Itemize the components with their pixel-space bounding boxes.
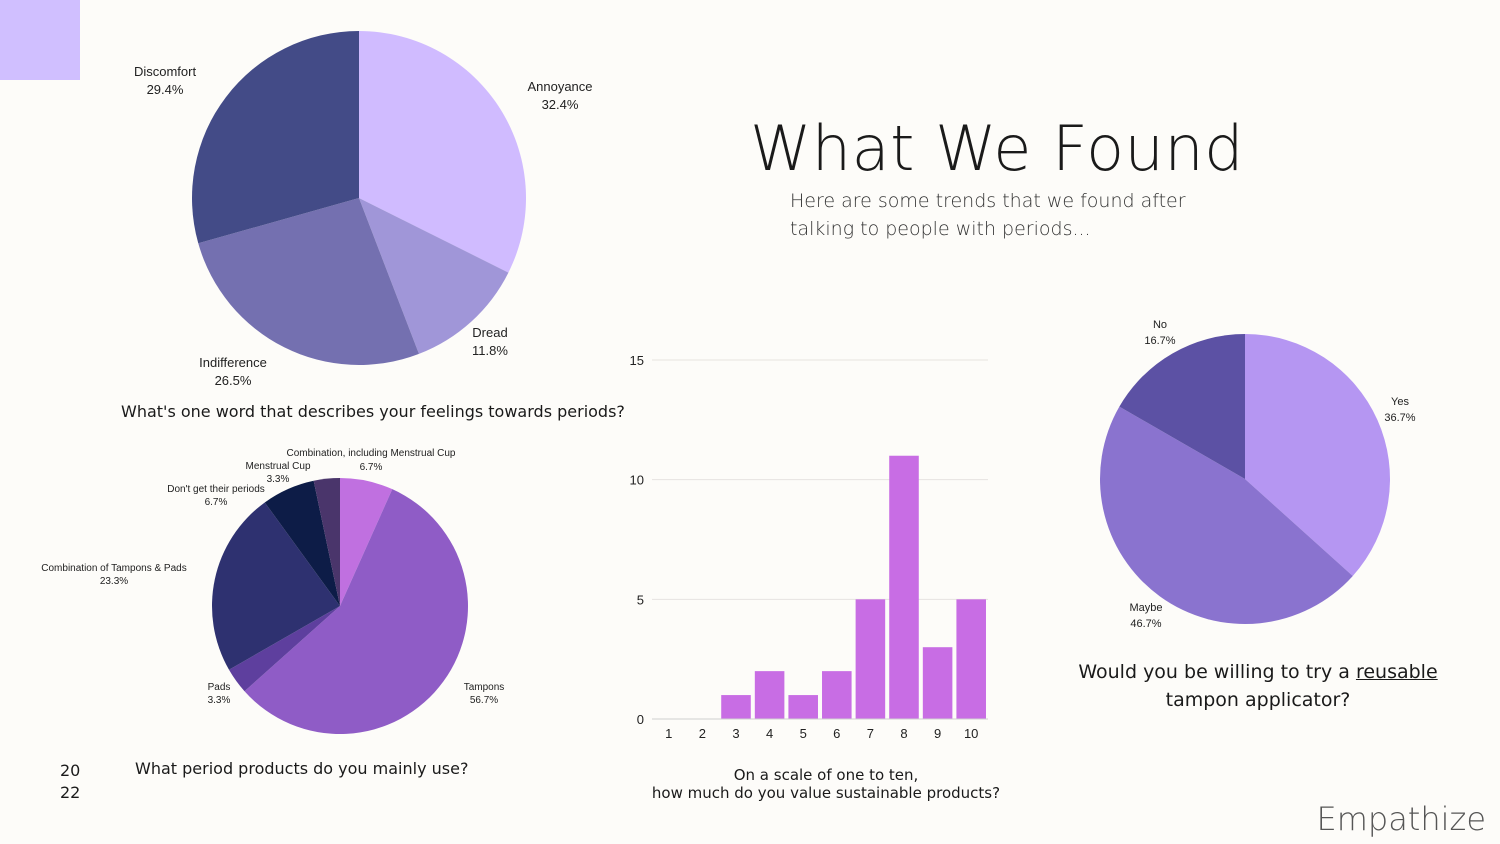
pie-slice-tampons [244,489,469,735]
pie-slice-maybe [1100,406,1353,624]
pie-slice-combination-including-menstrual-cup [340,478,393,606]
slice-value-combination-including-menstrual-cup: 6.7% [360,462,383,473]
slice-value-don-t-get-their-periods: 6.7% [205,497,228,508]
corner-accent [0,0,80,80]
question-sustainable-line2: how much do you value sustainable produc… [651,784,1001,802]
slice-label-maybe: Maybe [1129,602,1162,614]
bar-10 [956,599,986,719]
slice-label-combination-including-menstrual-cup: Combination, including Menstrual Cup [287,448,456,459]
y-tick-label: 15 [630,353,644,368]
slice-label-annoyance: Annoyance [527,79,592,94]
pie-slice-annoyance [359,31,526,273]
slice-value-indifference: 26.5% [215,373,252,388]
pie-slice-menstrual-cup [313,478,340,606]
bar-9 [922,647,953,719]
y-tick-label: 0 [637,712,644,727]
x-tick-label: 2 [699,726,706,741]
x-tick-label: 8 [900,726,907,741]
slice-label-indifference: Indifference [199,355,267,370]
question-reusable-underlined: reusable [1355,661,1438,683]
question-reusable-line2: tampon applicator? [1165,689,1351,711]
slice-value-discomfort: 29.4% [147,82,184,97]
slice-label-menstrual-cup: Menstrual Cup [245,461,310,472]
question-reusable: Would you be willing to try a reusable t… [1078,658,1437,714]
slice-value-pads: 3.3% [208,695,231,706]
slice-label-dread: Dread [472,325,507,340]
pie-slice-don-t-get-their-periods [264,480,340,606]
page-title: What We Found [750,112,1244,185]
slice-label-tampons: Tampons [464,682,505,693]
x-tick-label: 9 [934,726,941,741]
x-tick-label: 5 [800,726,807,741]
slice-value-no: 16.7% [1144,335,1175,347]
question-sustainable-line1: On a scale of one to ten, [733,766,919,784]
slice-value-annoyance: 32.4% [542,97,579,112]
bar-chart: 0 5 10 15 1 2 3 4 5 6 7 8 9 10 [630,353,988,741]
slice-label-yes: Yes [1391,396,1409,408]
brand-name: Empathize [1316,800,1486,838]
x-tick-label: 7 [867,726,874,741]
slice-value-menstrual-cup: 3.3% [267,474,290,485]
y-tick-label: 5 [637,592,644,607]
bar-6 [822,671,852,719]
pie-slice-yes [1245,334,1390,577]
bar-3 [721,695,751,719]
question-products: What period products do you mainly use? [135,759,469,778]
slice-label-pads: Pads [208,682,231,693]
question-reusable-pre: Would you be willing to try a [1078,661,1356,683]
slice-label-no: No [1153,319,1167,331]
pie-slice-dread [359,198,509,354]
pie-slice-no [1119,334,1245,479]
question-sustainable: On a scale of one to ten, how much do yo… [652,766,1000,802]
year-label: 20 22 [60,760,80,804]
x-tick-label: 6 [833,726,840,741]
slice-label-discomfort: Discomfort [134,64,197,79]
slice-value-dread: 11.8% [472,343,508,358]
pie-chart-1: Combination, including Menstrual Cup 6.7%… [41,448,505,735]
pie-slice-combination-of-tampons-pads [212,502,340,670]
y-tick-label: 10 [630,473,644,488]
slice-value-yes: 36.7% [1384,412,1415,424]
bar-8 [889,455,919,719]
slice-label-don-t-get-their-periods: Don't get their periods [167,484,265,495]
x-tick-label: 4 [766,726,773,741]
page-subtitle: Here are some trends that we found after… [790,190,1186,240]
x-tick-label: 1 [665,726,672,741]
pie-slice-pads [229,606,340,692]
slice-value-tampons: 56.7% [470,695,498,706]
pie-chart-3: Yes 36.7% Maybe 46.7% No 16.7% [1100,319,1416,630]
slice-label-combination-of-tampons-pads: Combination of Tampons & Pads [41,563,186,574]
bar-4 [754,671,785,719]
x-tick-label: 3 [732,726,739,741]
pie-chart-0: Annoyance 32.4% Dread 11.8% Indifference 26.5… [134,31,593,388]
question-reusable-line1: Would you be willing to try a reusable [1078,658,1437,686]
year-line1: 20 [60,761,81,780]
question-feelings: What's one word that describes your feel… [121,402,625,421]
bar-7 [855,599,886,719]
year-line2: 22 [60,783,81,802]
slice-value-combination-of-tampons-pads: 23.3% [100,576,128,587]
x-tick-label: 10 [964,726,978,741]
pie-slice-indifference [198,198,419,365]
slice-value-maybe: 46.7% [1130,618,1161,630]
bar-5 [788,695,818,719]
pie-slice-discomfort [191,31,359,244]
